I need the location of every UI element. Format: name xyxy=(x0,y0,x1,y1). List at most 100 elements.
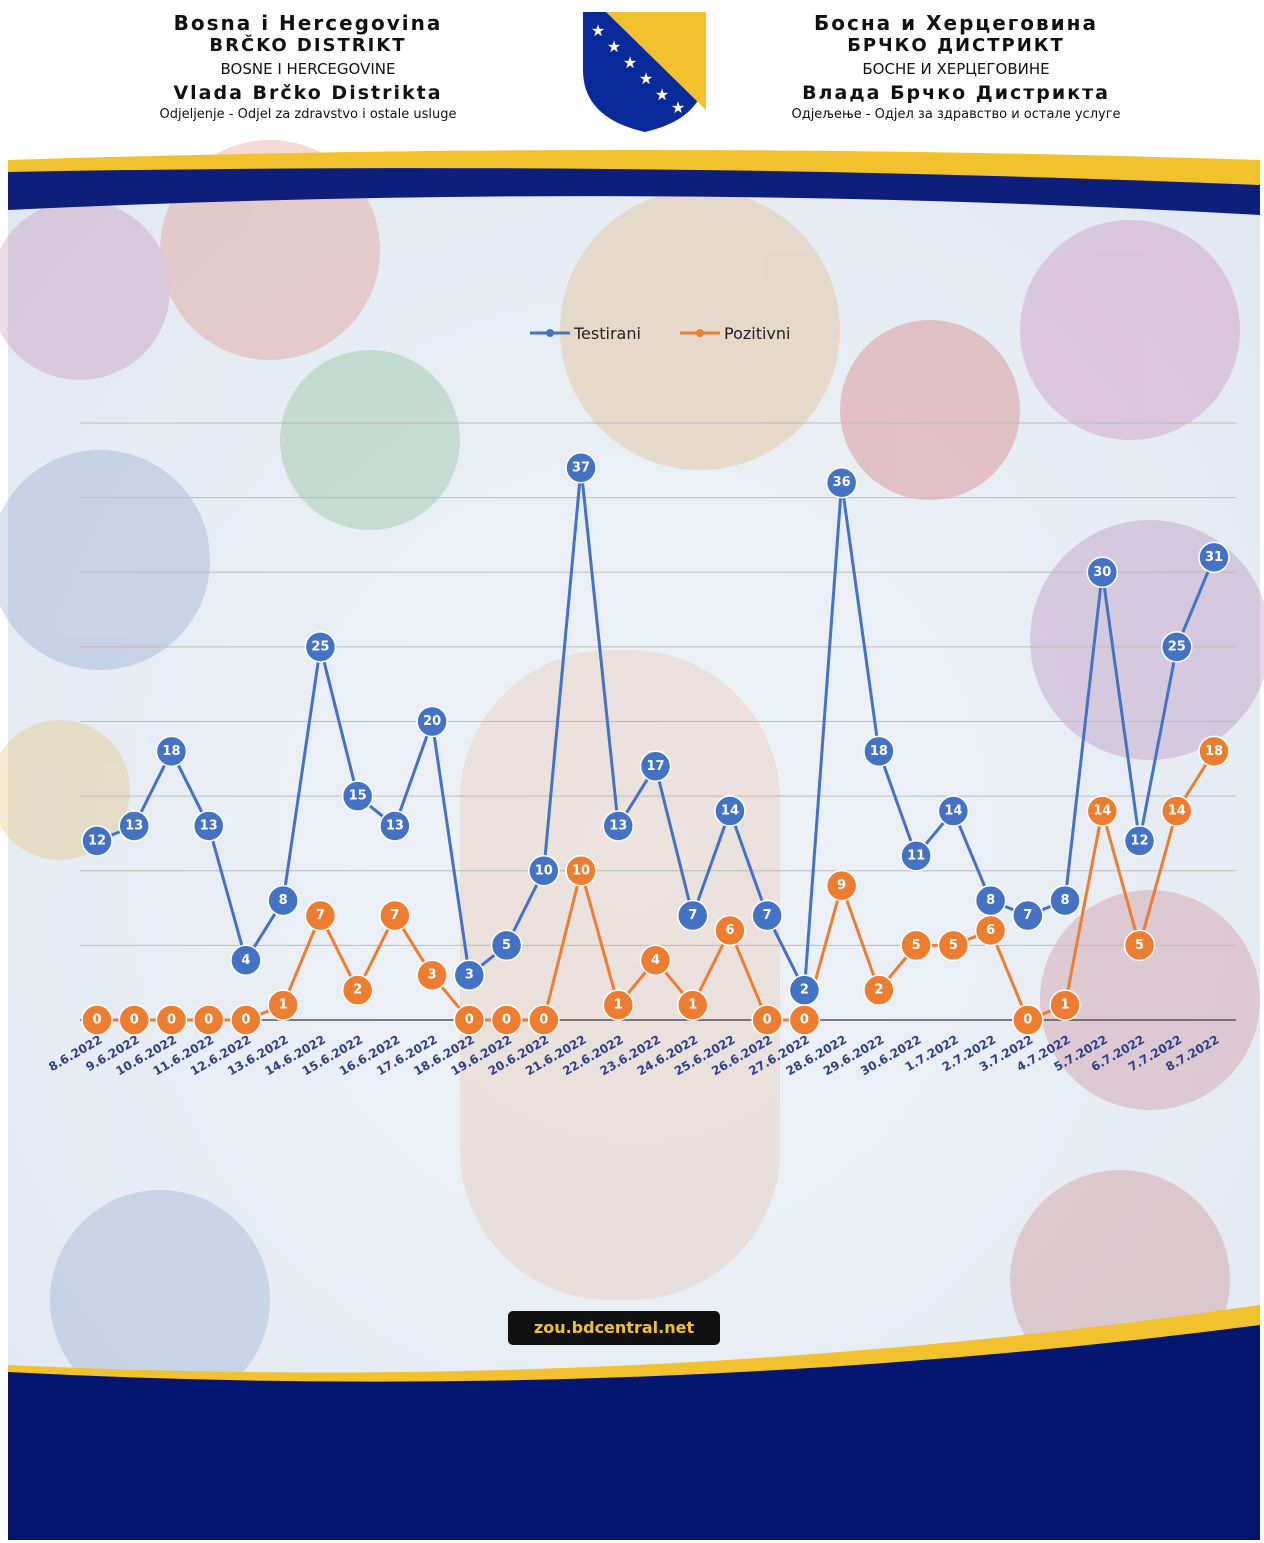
point-marker xyxy=(379,810,411,842)
header-line: Vlada Brčko Distrikta xyxy=(173,82,442,104)
data-label: 0 xyxy=(465,1013,474,1028)
data-label: 30 xyxy=(1093,565,1111,580)
data-label: 0 xyxy=(204,1013,213,1028)
data-label: 37 xyxy=(572,460,590,475)
data-label: 13 xyxy=(200,818,218,833)
point-marker xyxy=(900,840,932,872)
url: zou.bdcentral.net xyxy=(534,1318,695,1337)
point-marker xyxy=(1049,989,1081,1021)
data-label: 8 xyxy=(279,893,288,908)
data-label: 18 xyxy=(870,744,888,759)
point-marker xyxy=(565,855,597,887)
point-marker xyxy=(304,631,337,663)
legend-marker xyxy=(546,329,554,337)
header-line: Одјељење - Одјел за здравство и остале у… xyxy=(791,107,1120,122)
data-label: 7 xyxy=(763,908,772,923)
point-marker xyxy=(751,1004,783,1036)
point-marker xyxy=(1198,735,1230,768)
point-marker xyxy=(1198,541,1230,574)
data-label: 5 xyxy=(912,938,921,953)
point-marker xyxy=(341,974,374,1006)
data-label: 13 xyxy=(386,818,404,833)
data-label: 13 xyxy=(125,818,143,833)
data-label: 3 xyxy=(428,968,437,983)
data-label: 2 xyxy=(800,983,809,998)
data-label: 14 xyxy=(1093,804,1111,819)
point-marker xyxy=(267,884,299,917)
point-marker xyxy=(155,735,188,768)
point-marker xyxy=(81,1004,113,1036)
point-marker xyxy=(676,899,709,932)
data-label: 12 xyxy=(1130,833,1148,848)
point-marker xyxy=(416,705,448,738)
point-marker xyxy=(1123,929,1156,962)
data-label: 4 xyxy=(241,953,250,968)
point-marker xyxy=(676,989,709,1021)
data-label: 5 xyxy=(949,938,958,953)
header-line: Odjeljenje - Odjel za zdravstvo i ostale… xyxy=(159,107,456,122)
point-marker xyxy=(192,810,225,842)
point-marker xyxy=(639,944,672,977)
point-marker xyxy=(230,944,262,977)
data-label: 12 xyxy=(88,833,106,848)
point-marker xyxy=(788,1004,821,1036)
point-marker xyxy=(900,929,932,962)
point-marker xyxy=(192,1004,225,1036)
svg-text:★: ★ xyxy=(639,69,653,88)
point-marker xyxy=(565,452,597,484)
data-label: 0 xyxy=(167,1013,176,1028)
data-label: 0 xyxy=(502,1013,511,1028)
data-label: 18 xyxy=(1205,744,1223,759)
data-label: 0 xyxy=(1023,1013,1032,1028)
point-marker xyxy=(863,974,895,1006)
point-marker xyxy=(602,810,635,842)
band-top-blue xyxy=(8,168,1260,215)
legend-label: Testirani xyxy=(573,324,641,343)
data-label: 7 xyxy=(316,908,325,923)
data-label: 13 xyxy=(609,818,627,833)
point-marker xyxy=(1161,795,1193,827)
header-line: БРЧКО ДИСТРИКТ xyxy=(847,35,1065,56)
point-marker xyxy=(304,899,337,932)
data-label: 5 xyxy=(502,938,511,953)
point-marker xyxy=(490,929,523,962)
data-label: 1 xyxy=(614,998,623,1013)
data-label: 4 xyxy=(651,953,660,968)
point-marker xyxy=(751,899,783,932)
point-marker xyxy=(267,989,299,1021)
data-label: 14 xyxy=(944,804,962,819)
point-marker xyxy=(1123,825,1156,857)
url-box xyxy=(508,1311,720,1345)
legend-label: Pozitivni xyxy=(724,324,790,343)
data-label: 18 xyxy=(162,744,180,759)
data-label: 8 xyxy=(1061,893,1070,908)
point-marker xyxy=(1012,1004,1044,1036)
point-marker xyxy=(937,929,970,962)
legend-marker xyxy=(696,329,704,337)
point-marker xyxy=(937,795,970,827)
point-marker xyxy=(118,810,150,842)
header-line: BOSNE I HERCEGOVINE xyxy=(221,60,396,78)
point-marker xyxy=(714,914,746,947)
data-label: 7 xyxy=(390,908,399,923)
data-label: 31 xyxy=(1205,550,1223,565)
svg-text:★: ★ xyxy=(591,21,605,40)
point-marker xyxy=(81,825,113,857)
point-marker xyxy=(714,795,746,827)
point-marker xyxy=(825,466,858,499)
point-marker xyxy=(416,959,448,991)
data-label: 8 xyxy=(986,893,995,908)
data-label: 2 xyxy=(874,983,883,998)
svg-text:★: ★ xyxy=(671,98,685,117)
data-label: 0 xyxy=(92,1013,101,1028)
footer-band xyxy=(8,1325,1260,1540)
header-line: BRČKO DISTRIKT xyxy=(209,34,406,56)
data-label: 3 xyxy=(465,968,474,983)
point-marker xyxy=(1161,631,1193,663)
point-marker xyxy=(1012,899,1044,932)
data-label: 10 xyxy=(535,863,553,878)
data-label: 25 xyxy=(1168,639,1186,654)
data-label: 7 xyxy=(1023,908,1032,923)
data-label: 1 xyxy=(1061,998,1070,1013)
